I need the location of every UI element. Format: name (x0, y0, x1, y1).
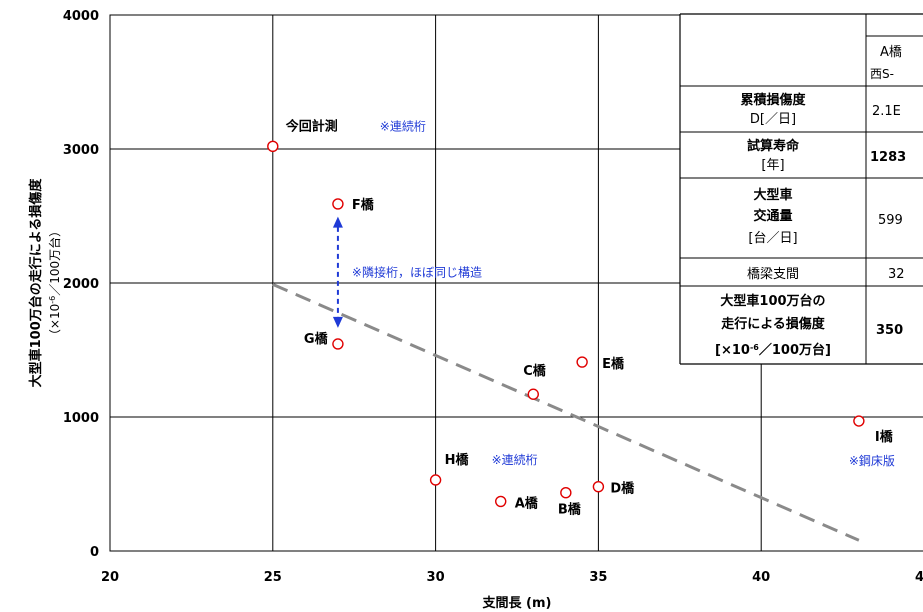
table-row-label-traffic-3: [台／日] (748, 231, 797, 246)
table-row-value-per-million: 350 (876, 323, 903, 338)
svg-text:大型車100万台の走行による損傷度: 大型車100万台の走行による損傷度 (28, 178, 44, 388)
data-point-marker (853, 415, 865, 427)
plot-area-frame (109, 14, 923, 552)
data-point-label: A橋 (515, 495, 539, 511)
table-row-value-life: 1283 (870, 150, 906, 165)
table-row-label-life-1: 試算寿命 (747, 138, 800, 154)
data-point-label: H橋 (445, 452, 470, 468)
x-tick-label: 45 (915, 570, 923, 585)
y-tick-label: 4000 (63, 9, 99, 24)
table-row-label-per-million-3: [×10-6／100万台] (715, 342, 831, 358)
adjacent-girder-arrow: ※隣接桁，ほぼ同じ構造 (332, 216, 482, 328)
x-tick-label: 20 (101, 570, 119, 585)
data-point-marker (267, 140, 279, 153)
table-row-value-traffic: 599 (878, 213, 903, 228)
comparison-table: A橋 西S- 累積損傷度 D[／日] 2.1E 試算寿命 [年] 1283 大型… (679, 13, 923, 365)
table-row-label-per-million-1: 大型車100万台の (720, 293, 825, 309)
data-point-note: ※鋼床版 (849, 454, 895, 468)
data-point-label: F橋 (352, 197, 375, 213)
table-col-header-top: A橋 (880, 45, 902, 60)
data-point-label: B橋 (558, 502, 582, 518)
data-point-marker (332, 198, 344, 210)
trend-line (272, 282, 860, 542)
table-row-label-damage-1: 累積損傷度 (740, 92, 806, 108)
data-point-marker (495, 495, 507, 508)
data-point-label: 今回計測 (285, 118, 338, 134)
x-tick-label: 25 (264, 570, 282, 585)
y-tick-label: 1000 (63, 411, 99, 426)
data-point-marker (332, 338, 344, 350)
data-point-label: E橋 (602, 356, 625, 372)
data-point-marker (560, 487, 572, 499)
data-point-marker (527, 388, 539, 400)
data-point-label: D橋 (610, 481, 635, 497)
y-tick-labels: 0 1000 2000 3000 4000 (63, 9, 99, 560)
svg-text:（×10-6／100万台）: （×10-6／100万台） (47, 225, 62, 341)
data-point-marker (576, 356, 588, 368)
table-background (680, 14, 923, 364)
y-axis-title: 大型車100万台の走行による損傷度 （×10-6／100万台） (28, 178, 62, 388)
table-row-label-life-2: [年] (761, 158, 784, 173)
x-tick-label: 30 (427, 570, 445, 585)
x-axis-title: 支間長 (m) (482, 595, 552, 611)
data-point-label: C橋 (523, 363, 547, 379)
y-tick-label: 0 (90, 545, 99, 560)
x-tick-label: 40 (752, 570, 770, 585)
table-row-label-traffic-1: 大型車 (753, 187, 792, 203)
data-point-marker (429, 474, 442, 486)
y-tick-label: 3000 (63, 143, 99, 158)
data-point-marker (592, 480, 605, 493)
data-points: 今回計測 ※連続桁 F橋 G橋 C橋 E橋 H橋 ※連続桁 A橋 B橋 D橋 I橋 ※鋼床版 (267, 118, 895, 518)
x-tick-label: 35 (589, 570, 607, 585)
table-row-value-span: 32 (888, 267, 905, 282)
adjacent-girder-note: ※隣接桁，ほぼ同じ構造 (352, 264, 482, 279)
x-tick-labels: 20 25 30 35 40 45 (101, 570, 923, 585)
data-point-label: I橋 (875, 429, 894, 445)
table-row-label-traffic-2: 交通量 (753, 208, 792, 224)
table-col-header-bottom: 西S- (870, 67, 894, 81)
table-row-label-damage-2: D[／日] (750, 112, 796, 127)
table-row-label-span: 橋梁支間 (747, 267, 799, 282)
data-point-label: G橋 (304, 331, 329, 347)
data-point-note: ※連続桁 (380, 119, 426, 133)
y-tick-label: 2000 (63, 277, 99, 292)
data-point-note: ※連続桁 (492, 453, 538, 467)
table-row-value-damage: 2.1E (872, 104, 901, 119)
table-row-label-per-million-2: 走行による損傷度 (721, 316, 826, 332)
